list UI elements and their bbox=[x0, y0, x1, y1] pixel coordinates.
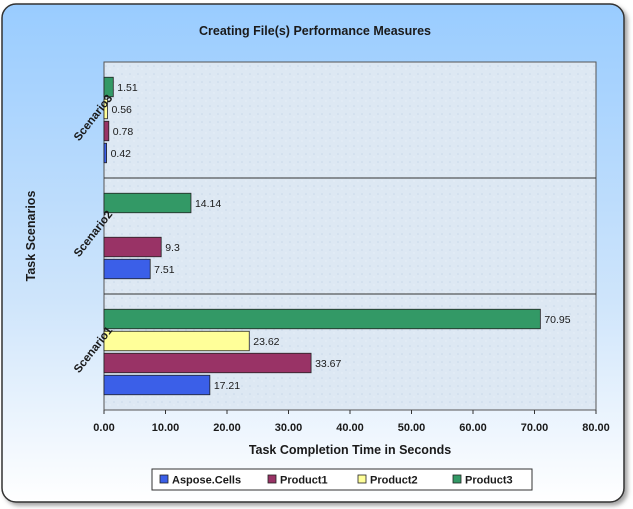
data-label: 0.42 bbox=[111, 148, 132, 160]
x-tick-label: 70.00 bbox=[521, 422, 549, 434]
bar-product3-scenario3 bbox=[103, 76, 114, 98]
x-tick-label: 20.00 bbox=[213, 422, 241, 434]
bar-product3-scenario2 bbox=[103, 192, 192, 214]
x-tick-label: 60.00 bbox=[459, 422, 487, 434]
data-label: 33.67 bbox=[315, 358, 341, 370]
x-axis-ticks: 0.00 10.00 20.00 30.00 40.00 50.00 60.00 70.00 8… bbox=[93, 410, 610, 434]
data-label: 0.56 bbox=[111, 104, 132, 116]
legend-label: Product2 bbox=[370, 475, 418, 487]
chart-title: Creating File(s) Performance Measures bbox=[199, 24, 431, 38]
plot-area bbox=[103, 61, 597, 411]
bar-aspose-cells-scenario2 bbox=[103, 258, 151, 280]
x-tick-label: 50.00 bbox=[398, 422, 426, 434]
bar-product1-scenario3 bbox=[103, 120, 110, 142]
bar-product1-scenario2 bbox=[103, 236, 162, 258]
legend-swatch bbox=[267, 474, 277, 484]
bar-product2-scenario1 bbox=[103, 330, 250, 352]
data-labels: 17.21 33.67 23.62 70.95 7.51 9.3 14.14 0.42 0.78… bbox=[111, 82, 571, 392]
x-tick-label: 30.00 bbox=[275, 422, 303, 434]
data-label: 1.51 bbox=[117, 82, 138, 94]
data-label: 9.3 bbox=[165, 242, 180, 254]
legend-box bbox=[151, 468, 533, 491]
bar-product1-scenario1 bbox=[103, 352, 312, 374]
legend-label: Aspose.Cells bbox=[172, 475, 241, 487]
bar-aspose-cells-scenario3 bbox=[103, 142, 107, 164]
data-label: 23.62 bbox=[253, 336, 279, 348]
legend-label: Product1 bbox=[280, 475, 328, 487]
bar-product2-scenario3 bbox=[103, 98, 108, 120]
legend-swatch bbox=[357, 474, 367, 484]
data-label: 14.14 bbox=[195, 198, 221, 210]
bar-series bbox=[103, 76, 541, 396]
category-separators bbox=[104, 177, 596, 295]
x-tick-label: 80.00 bbox=[582, 422, 610, 434]
legend-swatch bbox=[452, 474, 462, 484]
legend-label: Product3 bbox=[465, 475, 513, 487]
legend-swatch bbox=[159, 474, 169, 484]
data-label: 0.78 bbox=[113, 126, 134, 138]
bar-product3-scenario1 bbox=[103, 308, 541, 330]
bar-aspose-cells-scenario1 bbox=[103, 374, 211, 396]
x-tick-label: 0.00 bbox=[93, 422, 114, 434]
x-tick-label: 10.00 bbox=[152, 422, 180, 434]
data-label: 7.51 bbox=[154, 264, 175, 276]
legend: Aspose.Cells Product1 Product2 Product3 bbox=[151, 468, 533, 491]
x-tick-label: 40.00 bbox=[336, 422, 364, 434]
data-label: 70.95 bbox=[544, 314, 570, 326]
x-axis-label: Task Completion Time in Seconds bbox=[249, 443, 451, 457]
data-label: 17.21 bbox=[214, 380, 240, 392]
y-axis-label: Task Scenarios bbox=[24, 191, 38, 282]
